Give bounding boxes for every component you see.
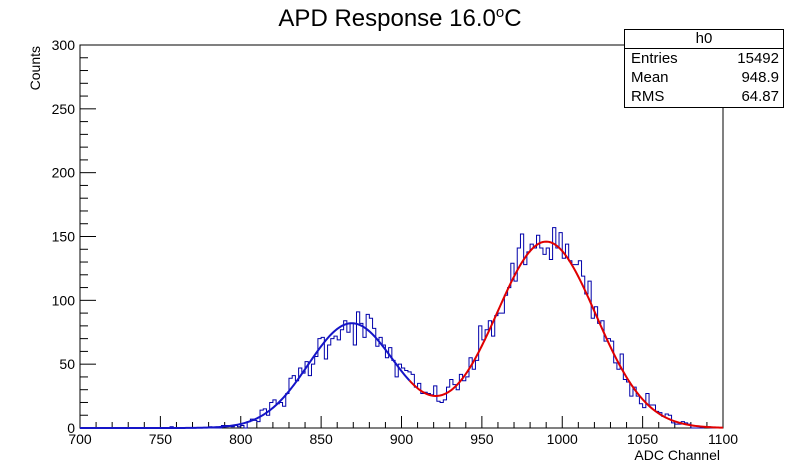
y-tick-label: 250: [52, 101, 76, 117]
x-tick-label: 1100: [708, 431, 738, 447]
stats-label: Mean: [631, 69, 669, 86]
axis-tick-labels: 700 750 800 850 900 950 1000 1050 1100 0 50 100 150 2…: [52, 37, 739, 447]
stats-box-title: h0: [625, 30, 783, 49]
x-tick-label: 800: [229, 431, 253, 447]
x-tick-label: 850: [309, 431, 333, 447]
stats-label: Entries: [631, 50, 678, 67]
y-tick-label: 300: [52, 37, 76, 53]
x-tick-label: 900: [390, 431, 414, 447]
y-tick-label: 0: [67, 420, 75, 436]
y-tick-label: 50: [59, 356, 75, 372]
x-tick-label: 750: [149, 431, 173, 447]
stats-row-entries: Entries 15492: [625, 49, 783, 68]
x-axis-label: ADC Channel: [634, 447, 720, 463]
stats-box: h0 Entries 15492 Mean 948.9 RMS 64.87: [624, 29, 784, 108]
x-tick-label: 700: [68, 431, 92, 447]
stats-row-rms: RMS 64.87: [625, 87, 783, 106]
y-tick-label: 150: [52, 229, 76, 245]
stats-value: 948.9: [741, 69, 779, 86]
x-tick-label: 1000: [547, 431, 578, 447]
stats-value: 15492: [737, 50, 779, 67]
title-unit: C: [504, 5, 522, 32]
chart-title-text: APD Response 16.0: [278, 5, 496, 32]
degree-sign: o: [495, 4, 505, 21]
axis-ticks: [79, 44, 724, 429]
y-tick-label: 100: [52, 292, 76, 308]
gaussian-fit-right: [408, 240, 724, 429]
y-tick-label: 200: [52, 165, 76, 181]
x-tick-label: 1050: [627, 431, 658, 447]
stats-value: 64.87: [741, 88, 779, 105]
histogram-series: [80, 227, 723, 429]
stats-label: RMS: [631, 88, 665, 105]
x-tick-label: 950: [470, 431, 494, 447]
y-axis-label: Counts: [27, 46, 43, 90]
gaussian-fit-left: [80, 322, 411, 429]
stats-row-mean: Mean 948.9: [625, 68, 783, 87]
chart-title: APD Response 16.0oC: [0, 4, 800, 33]
